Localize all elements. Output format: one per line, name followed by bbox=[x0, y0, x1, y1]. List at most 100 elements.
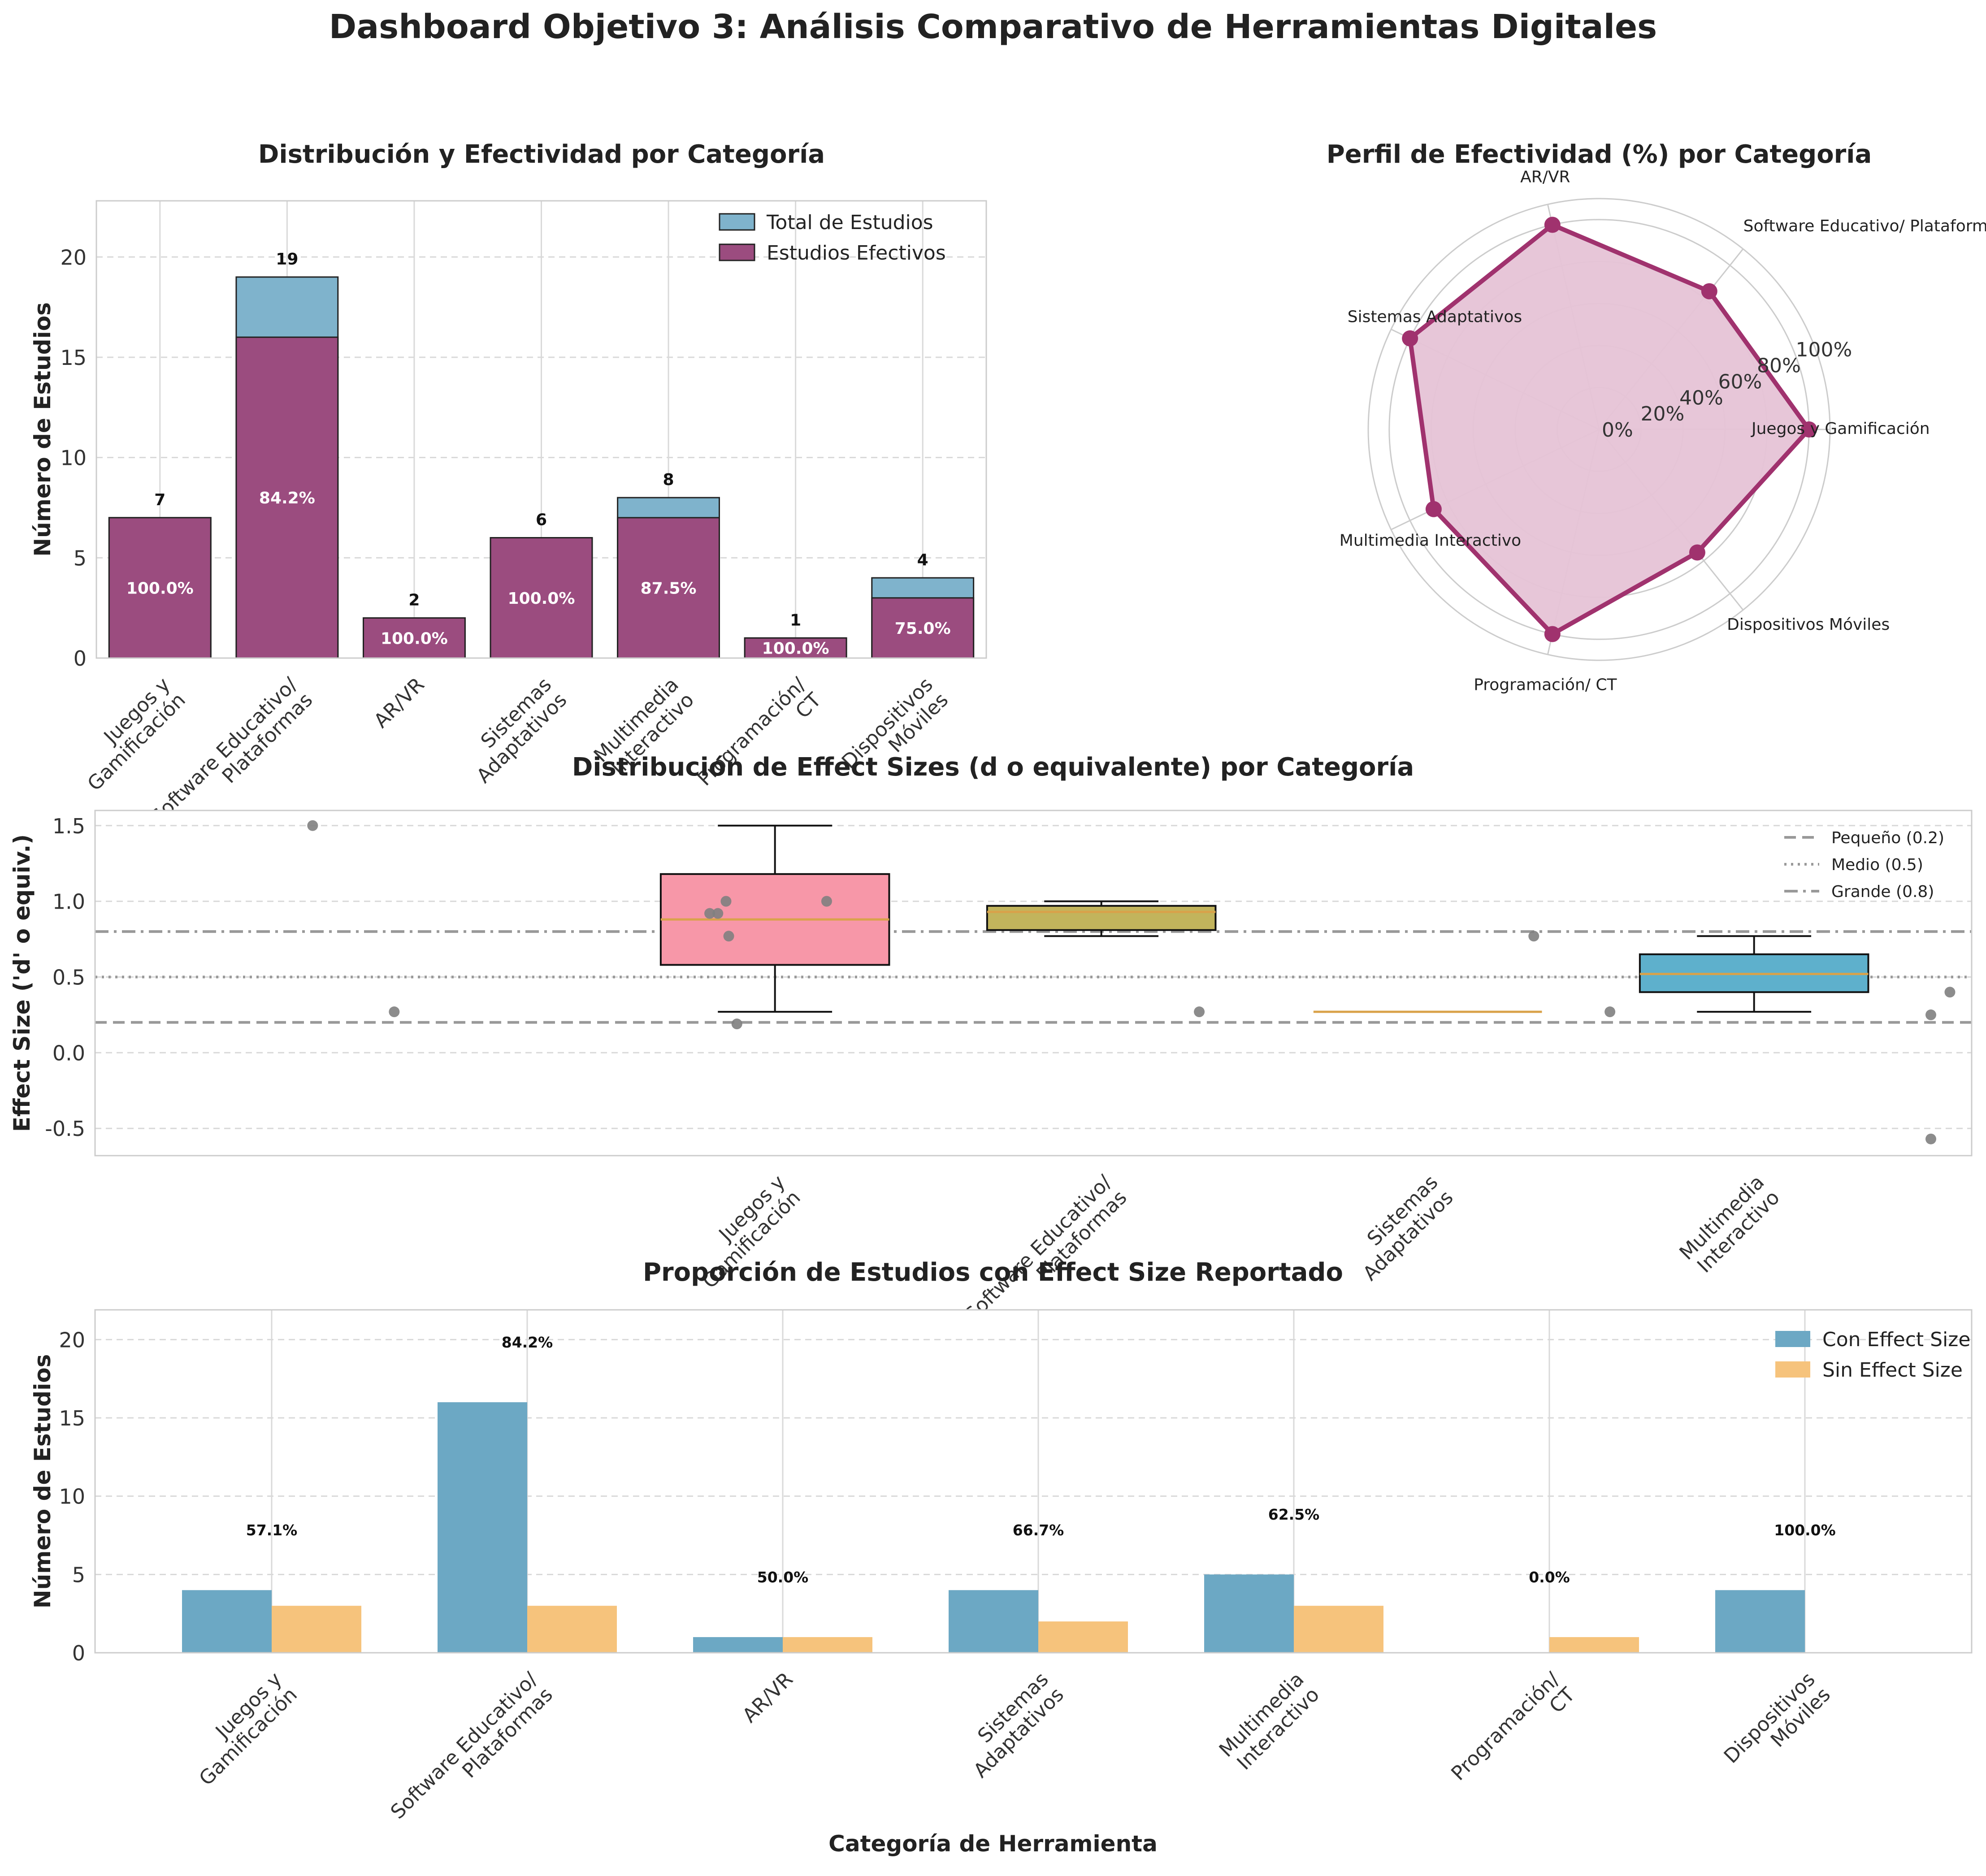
chart3-point bbox=[821, 896, 832, 907]
chart1-pct-label: 100.0% bbox=[126, 579, 194, 598]
chart1-pct-label: 100.0% bbox=[508, 589, 575, 608]
radar-point bbox=[1544, 626, 1561, 642]
chart4-bar-sin bbox=[1038, 1621, 1128, 1653]
radar-point bbox=[1402, 330, 1418, 347]
chart4-pct-label: 62.5% bbox=[1268, 1506, 1320, 1523]
radar-point bbox=[1689, 544, 1705, 561]
chart4-bar-con bbox=[1715, 1590, 1805, 1653]
chart3-point bbox=[1194, 1006, 1205, 1018]
chart1-legend-swatch bbox=[719, 213, 755, 231]
chart1-total-label: 19 bbox=[276, 250, 298, 269]
radar-category-label: Software Educativo/ Plataformas bbox=[1743, 217, 1986, 235]
chart1-ytick: 15 bbox=[60, 346, 87, 370]
chart1-bar-efectivo bbox=[490, 537, 593, 659]
chart1-pct-label: 84.2% bbox=[259, 489, 315, 507]
radar-point bbox=[1544, 217, 1561, 233]
chart3-ytick: -0.5 bbox=[45, 1117, 85, 1141]
radar-point bbox=[1801, 421, 1817, 438]
chart1-xtick: Juegos yGamificación bbox=[68, 673, 190, 796]
chart4-legend-swatch bbox=[1775, 1331, 1810, 1347]
chart3-point bbox=[723, 931, 734, 942]
chart3-point bbox=[1604, 1006, 1616, 1018]
chart1-bar-efectivo bbox=[617, 517, 720, 659]
chart1-ytick: 10 bbox=[60, 446, 87, 470]
chart4-xtick: SistemasAdaptativos bbox=[954, 1668, 1068, 1782]
chart-perfil-efectividad: Perfil de Efectividad (%) por Categoría … bbox=[1327, 140, 1986, 694]
chart1-xtick: Programación/CT bbox=[693, 673, 826, 806]
chart1-pct-label: 100.0% bbox=[381, 629, 448, 648]
chart3-ytick: 1.0 bbox=[52, 890, 85, 914]
radar-point bbox=[1425, 501, 1442, 517]
chart1-ytick: 0 bbox=[74, 646, 87, 671]
chart3-frame bbox=[94, 810, 1973, 1157]
chart1-pct-label: 100.0% bbox=[762, 640, 829, 658]
chart-proporcion-effect-size: Proporción de Estudios con Effect Size R… bbox=[30, 1258, 1973, 1857]
chart3-point bbox=[720, 896, 732, 907]
chart1-total-label: 8 bbox=[663, 471, 674, 489]
chart4-xtick: Software Educativo/Plataformas bbox=[386, 1668, 558, 1839]
chart3-legend-label: Pequeño (0.2) bbox=[1831, 829, 1944, 847]
chart3-point bbox=[704, 908, 715, 919]
chart4-bar-sin bbox=[527, 1606, 617, 1653]
radar-rtick: 40% bbox=[1679, 386, 1723, 409]
chart4-ytick: 15 bbox=[59, 1406, 85, 1430]
chart3-xtick: MultimediaInteractivo bbox=[1675, 1171, 1784, 1280]
radar-rtick: 20% bbox=[1641, 403, 1685, 425]
chart4-bar-con bbox=[693, 1637, 783, 1653]
chart4-pct-label: 50.0% bbox=[757, 1568, 809, 1586]
chart4-xtick: Programación/CT bbox=[1447, 1668, 1579, 1801]
chart1-ytick: 20 bbox=[60, 245, 87, 269]
chart4-xtick: MultimediaInteractivo bbox=[1215, 1668, 1324, 1777]
chart1-title: Distribución y Efectividad por Categoría bbox=[258, 140, 825, 169]
radar-area bbox=[1410, 225, 1809, 634]
chart3-ylabel: Effect Size ('d' o equiv.) bbox=[9, 834, 35, 1132]
chart4-pct-label: 0.0% bbox=[1529, 1568, 1570, 1586]
chart1-bar-efectivo bbox=[363, 617, 466, 659]
chart4-pct-label: 84.2% bbox=[502, 1334, 553, 1351]
chart2-title: Perfil de Efectividad (%) por Categoría bbox=[1327, 140, 1872, 169]
chart1-legend-swatch bbox=[719, 243, 755, 261]
radar-rtick: 100% bbox=[1796, 338, 1852, 361]
chart3-point bbox=[1528, 931, 1539, 942]
chart4-pct-label: 66.7% bbox=[1013, 1521, 1064, 1539]
radar-rtick: 60% bbox=[1718, 371, 1762, 394]
chart4-bar-sin bbox=[783, 1637, 872, 1653]
chart3-point bbox=[307, 820, 318, 831]
chart1-legend-label: Estudios Efectivos bbox=[767, 242, 946, 264]
chart4-legend-swatch bbox=[1775, 1361, 1810, 1378]
radar-category-label: Dispositivos Móviles bbox=[1727, 615, 1890, 634]
chart3-xtick: SistemasAdaptativos bbox=[1343, 1171, 1457, 1285]
chart1-pct-label: 75.0% bbox=[895, 620, 951, 638]
chart-effect-sizes: Distribución de Effect Sizes (d o equiva… bbox=[9, 753, 1973, 1326]
chart4-ytick: 10 bbox=[59, 1485, 85, 1509]
chart4-legend-label: Con Effect Size bbox=[1822, 1328, 1970, 1351]
chart4-xtick: AR/VR bbox=[738, 1668, 797, 1727]
chart1-total-label: 2 bbox=[408, 591, 420, 610]
radar-category-label: Multimedia Interactivo bbox=[1340, 531, 1521, 550]
chart3-point bbox=[389, 1006, 400, 1018]
chart4-ytick: 20 bbox=[59, 1328, 85, 1352]
chart4-frame bbox=[94, 1309, 1973, 1654]
radar-category-label: AR/VR bbox=[1520, 168, 1570, 186]
chart4-xlabel: Categoría de Herramienta bbox=[828, 1831, 1158, 1857]
radar-point bbox=[1701, 283, 1717, 299]
chart1-legend-label: Total de Estudios bbox=[766, 211, 933, 234]
chart4-bar-con bbox=[1204, 1574, 1294, 1653]
dashboard-title: Dashboard Objetivo 3: Análisis Comparati… bbox=[329, 8, 1657, 46]
chart4-bar-con bbox=[182, 1590, 272, 1653]
chart4-ytick: 0 bbox=[72, 1641, 85, 1665]
radar-line bbox=[1408, 222, 1812, 637]
chart1-bar-efectivo bbox=[108, 517, 212, 659]
chart3-box bbox=[986, 905, 1217, 931]
chart3-ytick: 0.5 bbox=[52, 965, 85, 989]
chart1-total-label: 6 bbox=[536, 511, 547, 529]
chart4-bar-sin bbox=[272, 1606, 361, 1653]
chart3-point bbox=[1925, 1009, 1936, 1020]
radar-rtick: 0% bbox=[1602, 419, 1633, 442]
chart4-legend-label: Sin Effect Size bbox=[1822, 1359, 1963, 1382]
chart4-title: Proporción de Estudios con Effect Size R… bbox=[643, 1258, 1343, 1287]
radar-category-label: Sistemas Adaptativos bbox=[1348, 308, 1522, 326]
chart1-bar-efectivo bbox=[744, 637, 847, 659]
chart4-ylabel: Número de Estudios bbox=[30, 1354, 56, 1608]
